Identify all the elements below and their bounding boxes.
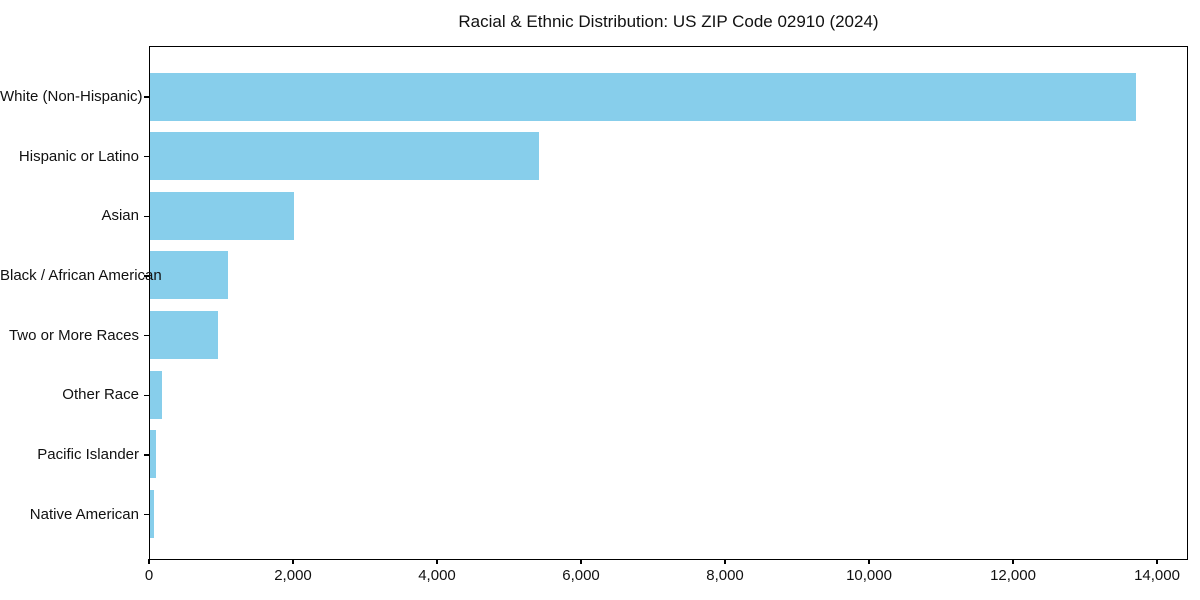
y-axis-label: Two or More Races [8,326,139,344]
x-axis-tick [292,559,294,564]
bar [150,311,219,360]
x-axis-tick [868,559,870,564]
x-axis-tick [436,559,438,564]
x-axis-tick-label: 4,000 [418,567,456,584]
y-axis-tick [144,155,149,158]
y-axis-label: Black / African American [0,266,162,284]
y-axis-label: Hispanic or Latino [18,147,139,165]
bar [150,191,294,240]
x-axis-tick [1012,559,1014,564]
x-axis-tick-label: 8,000 [706,567,744,584]
bar [150,72,1137,121]
bar [150,251,228,300]
y-axis-tick [144,454,149,456]
x-axis-tick-label: 6,000 [562,567,600,584]
x-axis-tick-label: 12,000 [990,567,1036,584]
bar [150,490,154,539]
y-axis-tick [144,96,149,98]
y-axis-tick [144,513,149,516]
x-axis-tick [580,559,582,564]
y-axis-label: Native American [29,505,139,523]
y-axis-label: Pacific Islander [37,445,139,463]
y-axis-tick [144,275,149,277]
y-axis-tick [144,334,149,337]
y-axis-tick [144,394,149,397]
x-axis-tick-label: 14,000 [1134,567,1180,584]
x-axis-tick [1156,559,1158,564]
plot-area [149,46,1188,560]
bar [150,132,539,181]
x-axis-tick-label: 0 [144,567,154,584]
x-axis-tick [148,559,150,564]
x-axis-tick-label: 2,000 [274,567,312,584]
bar [150,430,157,479]
y-axis-label: White (Non-Hispanic) [0,88,143,105]
y-axis-tick [144,215,149,218]
bar [150,370,162,419]
y-axis-label: Other Race [62,386,139,404]
chart-title: Racial & Ethnic Distribution: US ZIP Cod… [458,12,879,31]
x-axis-tick-label: 10,000 [846,567,892,584]
x-axis-tick [724,559,726,564]
y-axis-label: Asian [101,207,139,225]
